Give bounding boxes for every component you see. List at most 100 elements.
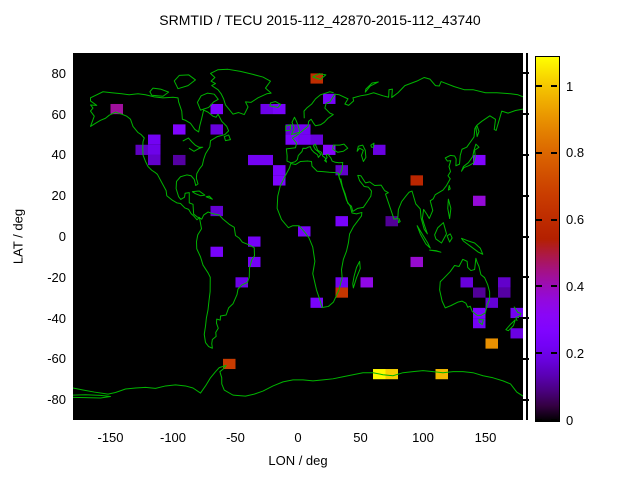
- tec-cell: [460, 277, 473, 288]
- tec-cell: [510, 307, 523, 319]
- coastline-path: [211, 69, 272, 114]
- tec-cell: [148, 144, 161, 155]
- colorbar-tick: [551, 352, 557, 355]
- tec-cell: [510, 328, 523, 339]
- colorbar-tick: [536, 352, 542, 355]
- coastline-path: [514, 307, 521, 321]
- tec-cell: [223, 358, 236, 370]
- tec-cell: [285, 134, 298, 145]
- tec-cell: [485, 297, 498, 308]
- colorbar-tick-label: 1: [566, 78, 574, 94]
- colorbar-tick: [536, 85, 542, 88]
- tec-cell: [498, 287, 511, 298]
- y-tick-label: 60: [51, 106, 66, 122]
- coastline-path: [313, 74, 326, 80]
- colorbar-tick-label: 0.8: [566, 145, 585, 161]
- coastline-path: [435, 223, 447, 243]
- colorbar-tick: [551, 85, 557, 88]
- coastline-path: [417, 226, 430, 248]
- tec-cell: [148, 134, 161, 145]
- tec-cell: [273, 103, 286, 115]
- plot-area: [73, 53, 523, 420]
- y-axis-label: LAT / deg: [10, 208, 26, 265]
- tec-cell: [248, 236, 261, 247]
- tec-cell: [210, 124, 223, 135]
- tec-cell: [298, 134, 311, 145]
- chart-title: SRMTID / TECU 2015-112_42870-2015-112_43…: [159, 12, 481, 28]
- coastline-path: [206, 196, 212, 199]
- tec-cell: [260, 154, 273, 166]
- y-tick-label: -20: [47, 269, 66, 285]
- tec-cell: [473, 287, 486, 298]
- colorbar: [535, 56, 560, 422]
- tec-cell: [210, 205, 223, 217]
- tec-cell: [110, 103, 123, 115]
- tec-cell: [473, 307, 486, 319]
- coastline-layer: [73, 69, 523, 398]
- tec-cell: [323, 144, 336, 155]
- tec-cell: [235, 277, 248, 288]
- coastline-path: [479, 319, 483, 324]
- tec-cell: [210, 103, 223, 115]
- tec-cell: [335, 216, 348, 227]
- colorbar-tick: [536, 151, 542, 154]
- right-axis-tick: [519, 194, 529, 197]
- colorbar-tick: [551, 285, 557, 288]
- tec-cell: [248, 154, 261, 166]
- coastline-path: [448, 186, 450, 190]
- coastline-path: [462, 238, 483, 254]
- tec-cell: [385, 369, 398, 380]
- x-axis-label: LON / deg: [268, 453, 328, 468]
- tec-cell: [173, 124, 186, 135]
- tec-cell: [248, 256, 261, 268]
- tec-cell: [385, 216, 398, 227]
- y-tick-label: 80: [51, 65, 66, 81]
- y-tick-label: -80: [47, 392, 66, 408]
- colorbar-tick-label: 0.4: [566, 278, 585, 294]
- coastline-path: [286, 125, 291, 131]
- tec-cell: [473, 195, 486, 206]
- right-axis-tick: [519, 276, 529, 279]
- coastline-path: [430, 250, 441, 252]
- tec-cell: [310, 297, 323, 308]
- tec-cell: [435, 369, 448, 380]
- coastline-path: [440, 258, 490, 315]
- coastline-path: [277, 161, 362, 307]
- colorbar-tick: [551, 151, 557, 154]
- colorbar-tick-label: 0: [566, 412, 574, 428]
- y-tick-label: 20: [51, 188, 66, 204]
- x-tick-label: 50: [353, 430, 368, 445]
- tec-cell: [273, 175, 286, 186]
- y-tick-label: 0: [58, 229, 66, 244]
- coastline-path: [73, 365, 523, 396]
- coastline-path: [304, 92, 334, 119]
- tec-cell: [410, 175, 423, 186]
- tec-cell: [273, 165, 286, 176]
- tec-cell: [173, 154, 186, 166]
- tec-cell: [335, 277, 348, 288]
- coastline-path: [224, 135, 230, 141]
- x-tick-label: 150: [474, 430, 497, 445]
- colorbar-tick: [536, 218, 542, 221]
- coastline-path: [353, 261, 361, 288]
- tec-cell: [335, 287, 348, 298]
- colorbar-tick-label: 0.6: [566, 212, 585, 228]
- coastline-path: [174, 75, 195, 89]
- coastline-path: [270, 102, 281, 108]
- x-tick-label: -100: [159, 430, 187, 445]
- tec-cell: [360, 277, 373, 288]
- colorbar-tick-label: 0.2: [566, 345, 585, 361]
- tec-cell: [473, 154, 486, 166]
- coastline-path: [506, 320, 515, 331]
- right-axis-tick: [519, 398, 529, 401]
- coastline-path: [192, 191, 205, 196]
- coastline-path: [286, 77, 523, 162]
- x-tick-label: 100: [412, 430, 434, 445]
- coastline-path: [462, 144, 480, 171]
- x-tick-label: -50: [226, 430, 245, 445]
- tec-cell: [310, 134, 323, 145]
- coastline-path: [448, 199, 451, 218]
- coastline-path: [292, 117, 300, 134]
- tec-cells-layer: [110, 73, 523, 380]
